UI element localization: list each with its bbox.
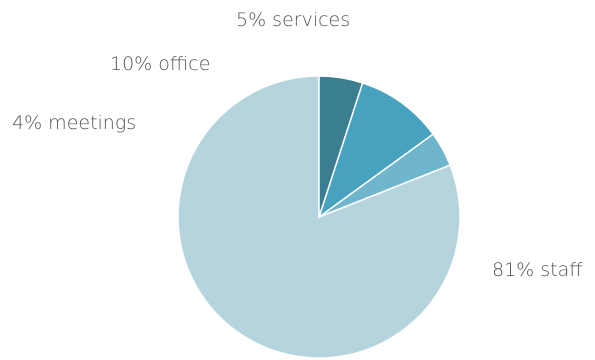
pie-slice-services — [318, 75, 364, 218]
pie-label-meetings: 4% meetings — [12, 112, 136, 134]
pie-labels: 81% staff 4% meetings 10% office 5% service… — [12, 9, 582, 281]
pie-slice-office — [317, 81, 435, 219]
pie-slices — [177, 75, 461, 359]
pie-label-staff: 81% staff — [492, 259, 582, 281]
pie-label-services: 5% services — [236, 9, 350, 31]
pie-label-office: 10% office — [110, 53, 210, 75]
